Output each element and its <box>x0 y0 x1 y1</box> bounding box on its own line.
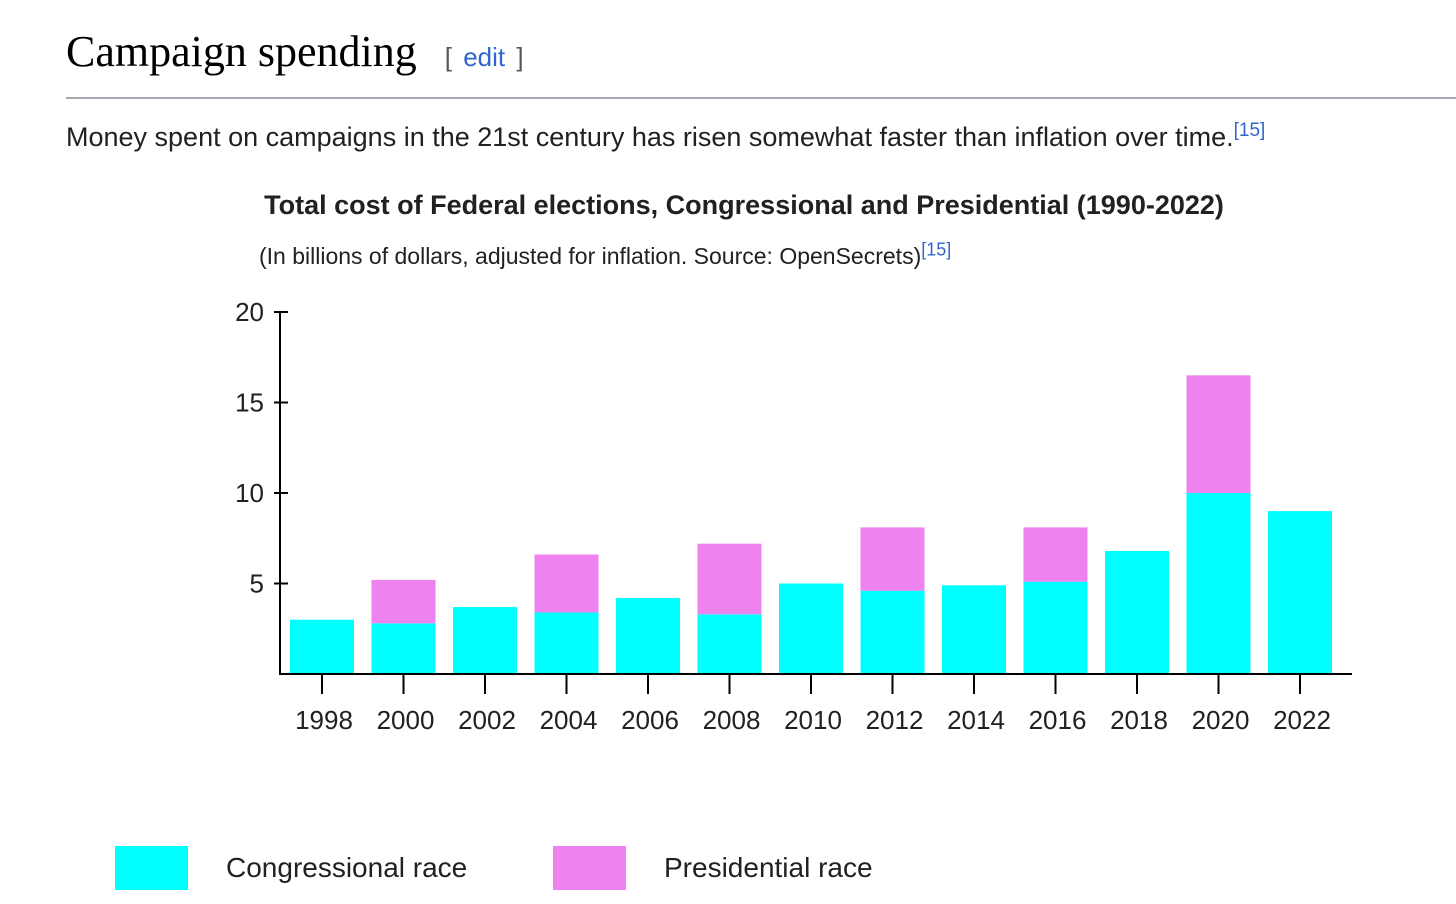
intro-citation-link[interactable]: [15] <box>1233 120 1266 141</box>
bar-congressional-2008 <box>697 614 762 674</box>
intro-text: Money spent on campaigns in the 21st cen… <box>66 122 1234 152</box>
x-tick-label-2000: 2000 <box>377 705 435 735</box>
edit-link[interactable]: edit <box>463 42 506 72</box>
x-tick-label-2008: 2008 <box>703 705 761 735</box>
edit-bracket-close: ] <box>516 42 524 72</box>
y-tick-label-15: 15 <box>235 388 264 418</box>
axes-layer: 5 10 15 20 1998 2000 2002 2004 2006 2008 2010 2012 2… <box>235 297 1352 735</box>
chart-title: Total cost of Federal elections, Congres… <box>264 190 1224 220</box>
y-tick-label-20: 20 <box>235 297 264 327</box>
y-tick-label-5: 5 <box>250 569 264 599</box>
bar-congressional-2010 <box>779 583 843 674</box>
y-tick-label-10: 10 <box>235 478 264 508</box>
bar-congressional-2012 <box>860 590 925 674</box>
bar-presidential-2016 <box>1023 527 1088 582</box>
x-tick-label-1998: 1998 <box>295 705 353 735</box>
x-tick-label-2002: 2002 <box>458 705 516 735</box>
section-title: Campaign spending <box>66 27 417 76</box>
bar-congressional-2022 <box>1268 511 1332 674</box>
bars-layer <box>290 375 1332 674</box>
bar-congressional-2014 <box>942 585 1006 674</box>
intro-paragraph: Money spent on campaigns in the 21st cen… <box>66 120 1266 153</box>
bar-congressional-2002 <box>453 607 517 674</box>
bar-presidential-2000 <box>371 579 436 624</box>
bar-congressional-2006 <box>616 597 680 674</box>
x-tick-label-2006: 2006 <box>621 705 679 735</box>
bar-congressional-1998 <box>290 619 354 674</box>
bar-presidential-2012 <box>860 527 925 591</box>
x-tick-label-2020: 2020 <box>1192 705 1250 735</box>
bar-congressional-2016 <box>1023 581 1088 674</box>
bar-congressional-2020 <box>1186 493 1251 674</box>
heading-divider <box>66 97 1456 99</box>
x-tick-label-2012: 2012 <box>866 705 924 735</box>
chart-subtitle-citation-link[interactable]: [15] <box>921 239 952 260</box>
legend-swatch-congressional <box>115 846 188 890</box>
edit-bracket-open: [ <box>444 42 452 72</box>
legend-swatch-presidential <box>553 846 626 890</box>
bar-congressional-2018 <box>1105 550 1169 674</box>
bar-presidential-2004 <box>534 554 599 613</box>
x-tick-label-2010: 2010 <box>784 705 842 735</box>
legend-label-congressional: Congressional race <box>226 852 468 883</box>
x-tick-label-2018: 2018 <box>1110 705 1168 735</box>
bar-presidential-2020 <box>1186 375 1251 493</box>
bar-congressional-2004 <box>534 612 599 674</box>
x-tick-label-2022: 2022 <box>1273 705 1331 735</box>
legend-item-congressional: Congressional race <box>115 846 467 890</box>
section-heading: Campaign spending [ edit ] <box>66 30 524 74</box>
chart-subtitle: (In billions of dollars, adjusted for in… <box>259 240 951 270</box>
x-tick-label-2014: 2014 <box>947 705 1005 735</box>
bar-presidential-2008 <box>697 543 762 615</box>
edit-section: [ edit ] <box>445 42 524 73</box>
legend-label-presidential: Presidential race <box>664 852 873 883</box>
x-tick-label-2016: 2016 <box>1029 705 1087 735</box>
x-tick-label-2004: 2004 <box>540 705 598 735</box>
chart-subtitle-text: (In billions of dollars, adjusted for in… <box>259 243 922 269</box>
bar-congressional-2000 <box>371 623 436 674</box>
legend-item-presidential: Presidential race <box>553 846 873 890</box>
